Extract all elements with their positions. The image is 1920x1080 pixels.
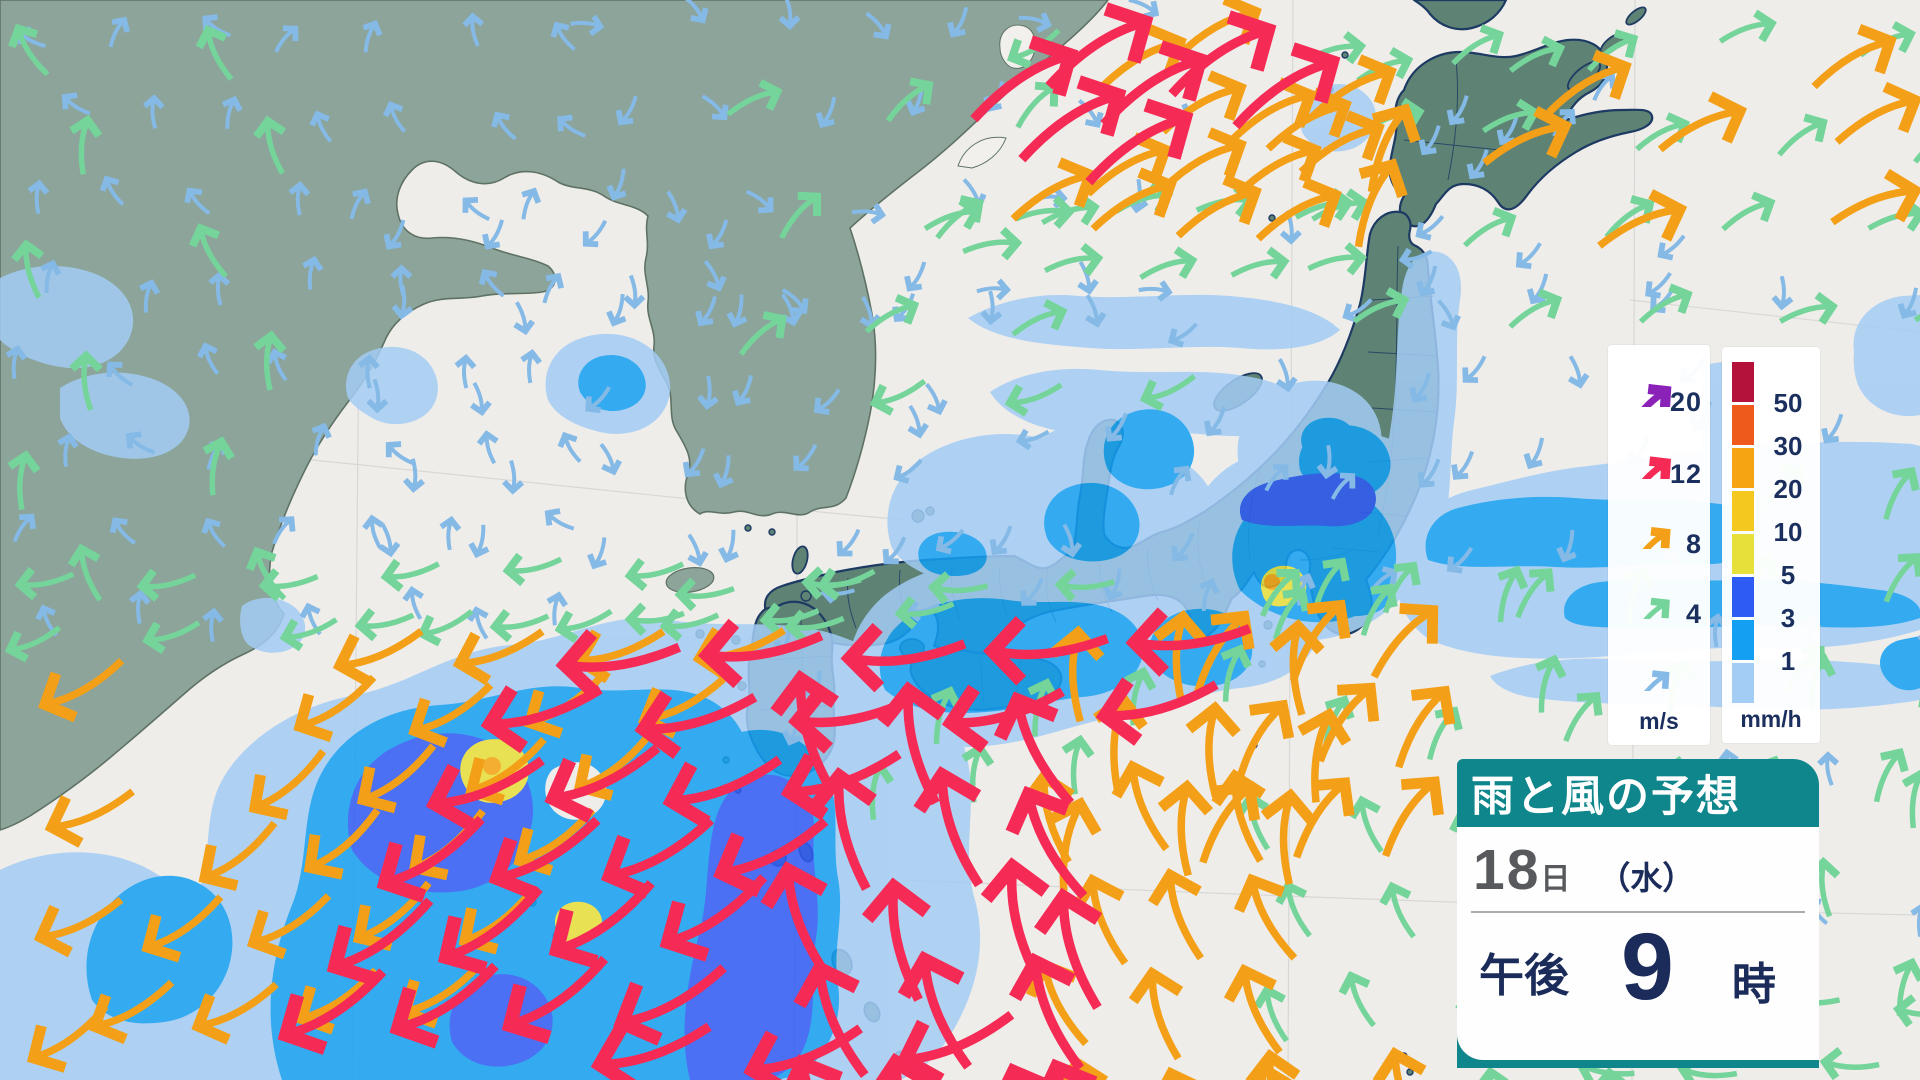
wind-arrow-icon [1630,383,1672,407]
forecast-datetime-panel: 18 日 （水） 午後 9 時 [1457,827,1819,1060]
wind-speed-row: 4 [1608,563,1710,633]
forecast-time: 午後 9 時 [1457,915,1819,1060]
wind-speed-row: 12 [1608,423,1710,493]
rain-color-swatch [1732,534,1754,574]
wind-arrow-icon [1630,456,1671,479]
small-island [744,524,752,532]
wind-speed-row: 8 [1608,493,1710,563]
wind-speed-value: 12 [1669,459,1702,489]
wind-unit-label: m/s [1639,708,1679,734]
rain-threshold-value: 30 [1773,431,1803,461]
wind-arrow-icon [1633,597,1670,619]
island [1625,6,1647,26]
forecast-hour: 9 [1621,914,1674,1020]
island [791,545,809,575]
small-island [1341,51,1349,59]
rain-threshold-value: 50 [1773,388,1803,418]
wind-speed-legend: 20 12 8 4 m/s [1608,345,1710,745]
rain-unit-label: mm/h [1740,706,1802,732]
forecast-hour-unit: 時 [1731,960,1776,1009]
rain-color-swatch [1732,405,1754,445]
rain-color-swatch [1732,577,1754,617]
forecast-divider [1471,911,1805,913]
rain-intensity-legend: 50 30 20 10 5 3 1 mm/h [1722,347,1820,743]
wind-speed-value: 4 [1685,599,1702,629]
forecast-date: 18 日 （水） [1473,837,1694,903]
rain-color-swatch [1732,663,1754,703]
rain-color-swatch [1732,491,1754,531]
rain-threshold-value: 5 [1780,560,1796,590]
forecast-title: 雨と風の予想 [1471,773,1741,821]
small-island [800,590,812,602]
small-island [1406,1068,1414,1076]
small-island [1268,214,1276,222]
rain-threshold-value: 3 [1780,603,1796,633]
forecast-title-bar: 雨と風の予想 [1457,759,1819,827]
forecast-period: 午後 [1479,950,1570,1001]
forecast-date-number: 18 [1473,838,1541,902]
forecast-weekday: （水） [1598,860,1695,896]
forecast-date-unit: 日 [1540,863,1571,896]
wind-speed-row [1608,635,1710,705]
rain-threshold-value: 1 [1780,646,1796,676]
wind-speed-value: 8 [1685,529,1702,559]
wind-speed-row: 20 [1608,351,1710,421]
small-island [768,528,776,536]
wind-arrow-icon [1636,670,1670,691]
rain-color-swatch [1732,362,1754,402]
rain-color-swatch [1732,448,1754,488]
forecast-info-box: 雨と風の予想 18 日 （水） 午後 9 時 [1457,759,1819,1068]
wind-arrow-icon [1633,526,1671,549]
rain-threshold-value: 20 [1773,474,1803,504]
wind-arrows [4,0,1920,1080]
rain-color-swatch [1732,620,1754,660]
wind-speed-value: 20 [1669,387,1702,417]
rain-threshold-value: 10 [1773,517,1803,547]
